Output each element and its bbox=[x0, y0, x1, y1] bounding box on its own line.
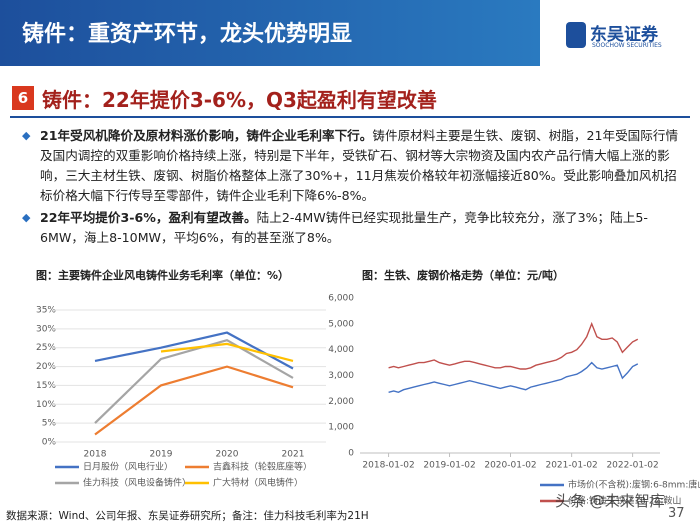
bullet-text: 陆上2-4MW铸件已经实现批量生产，竞争比较充分，涨了3%；陆上5-6MW，海上… bbox=[40, 210, 648, 245]
section-number: 6 bbox=[12, 86, 34, 110]
x-tick-label: 2019-01-02 bbox=[423, 461, 475, 471]
x-tick-label: 2021-01-02 bbox=[545, 461, 597, 471]
y-tick-label: 35% bbox=[36, 306, 56, 316]
y-tick-label: 10% bbox=[36, 400, 56, 410]
divider bbox=[10, 116, 690, 118]
header-bar bbox=[0, 0, 540, 66]
legend-label: 日月股份（风电行业） bbox=[83, 461, 173, 473]
chart-title: 图：主要铸件企业风电铸件业务毛利率（单位：%） bbox=[36, 268, 289, 282]
watermark: 头条 @未来智库 bbox=[555, 492, 665, 510]
footer-source: 数据来源：Wind、公司年报、东吴证券研究所；备注：佳力科技毛利率为21H bbox=[6, 510, 369, 522]
x-tick-label: 2018-01-02 bbox=[362, 461, 414, 471]
logo-subtext: SOOCHOW SECURITIES bbox=[592, 42, 662, 49]
bullet: 22年平均提价3-6%，盈利有望改善。陆上2-4MW铸件已经实现批量生产，竞争比… bbox=[22, 208, 686, 248]
y-tick-label: 5% bbox=[42, 419, 57, 429]
series-line bbox=[94, 331, 294, 370]
page-number: 37 bbox=[668, 506, 685, 521]
y-tick-label: 4,000 bbox=[328, 345, 354, 355]
bullet-lead: 21年受风机降价及原材料涨价影响，铸件企业毛利率下行。 bbox=[40, 128, 373, 143]
series-line bbox=[94, 365, 294, 436]
x-tick-label: 2022-01-02 bbox=[606, 461, 658, 471]
y-tick-label: 25% bbox=[36, 343, 56, 353]
y-tick-label: 20% bbox=[36, 362, 56, 372]
y-tick-label: 5,000 bbox=[328, 319, 354, 329]
x-tick-label: 2020 bbox=[216, 450, 239, 460]
x-tick-label: 2020-01-02 bbox=[484, 461, 536, 471]
chart-title: 图：生铁、废钢价格走势（单位：元/吨） bbox=[362, 268, 564, 282]
legend-label: 吉鑫科技（轮毂底座等） bbox=[213, 461, 312, 473]
bullet-list: 21年受风机降价及原材料涨价影响，铸件企业毛利率下行。铸件原材料主要是生铁、废钢… bbox=[22, 126, 686, 250]
legend-label: 价格:铸造生铁:Z18-22:鞍山 bbox=[568, 495, 681, 507]
y-tick-label: 0 bbox=[348, 449, 354, 459]
y-tick-label: 15% bbox=[36, 381, 56, 391]
y-tick-label: 2,000 bbox=[328, 397, 354, 407]
x-tick-label: 2019 bbox=[150, 450, 173, 460]
x-tick-label: 2018 bbox=[84, 450, 107, 460]
legend-label: 市场价(不含税):废钢:6-8mm:唐山 bbox=[568, 479, 700, 491]
y-tick-label: 6,000 bbox=[328, 294, 354, 304]
series-line bbox=[388, 321, 639, 370]
legend-label: 广大特材（风电铸件） bbox=[213, 477, 303, 489]
legend-label: 佳力科技（风电设备铸件） bbox=[83, 477, 191, 489]
logo-text: 东吴证券 bbox=[590, 25, 658, 45]
logo-icon bbox=[566, 22, 586, 48]
bullet-text: 铸件原材料主要是生铁、废钢、树脂，21年受国际行情及国内调控的双重影响价格持续上… bbox=[40, 128, 679, 203]
bullet: 21年受风机降价及原材料涨价影响，铸件企业毛利率下行。铸件原材料主要是生铁、废钢… bbox=[22, 126, 686, 206]
series-line bbox=[94, 339, 294, 424]
y-tick-label: 3,000 bbox=[328, 371, 354, 381]
bullet-lead: 22年平均提价3-6%，盈利有望改善。 bbox=[40, 210, 257, 225]
series-line bbox=[160, 342, 294, 362]
y-tick-label: 1,000 bbox=[328, 423, 354, 433]
header-title: 铸件：重资产环节，龙头优势明显 bbox=[22, 22, 353, 47]
x-tick-label: 2021 bbox=[282, 450, 305, 460]
series-line bbox=[388, 361, 639, 394]
y-tick-label: 0% bbox=[42, 438, 57, 448]
section-title: 铸件：22年提价3-6%，Q3起盈利有望改善 bbox=[42, 88, 437, 112]
y-tick-label: 30% bbox=[36, 324, 56, 334]
